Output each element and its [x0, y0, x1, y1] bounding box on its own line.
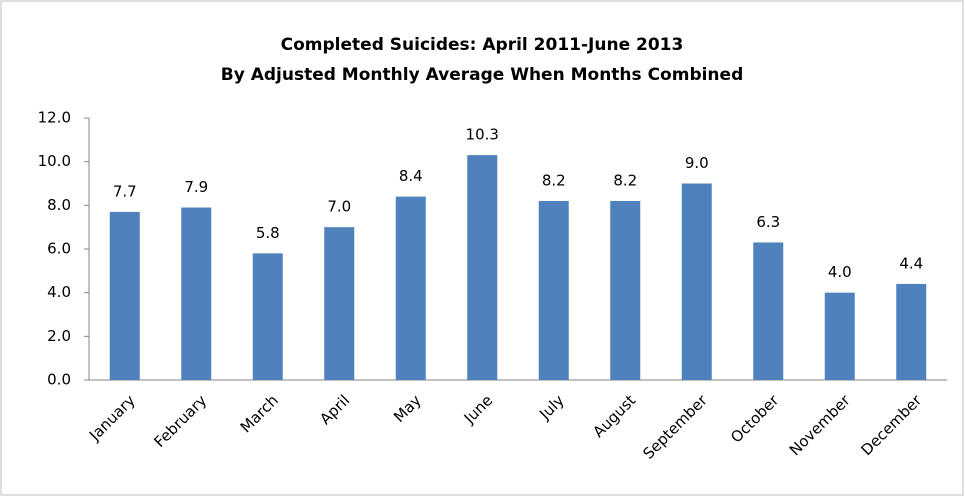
bar — [824, 292, 855, 380]
y-tick-label: 10.0 — [38, 152, 71, 170]
y-tick-label: 8.0 — [47, 196, 71, 214]
bar — [324, 227, 355, 380]
bar — [896, 283, 927, 380]
data-label: 8.2 — [613, 171, 637, 189]
data-label: 10.3 — [466, 126, 499, 144]
bar — [109, 211, 140, 380]
chart-subtitle: By Adjusted Monthly Average When Months … — [221, 65, 744, 85]
data-label: 7.9 — [184, 178, 208, 196]
bar — [467, 155, 498, 380]
y-tick-label: 6.0 — [47, 240, 71, 258]
bar — [753, 242, 784, 380]
chart-title: Completed Suicides: April 2011-June 2013 — [281, 35, 684, 55]
data-label: 6.3 — [756, 213, 780, 231]
y-tick-label: 2.0 — [47, 327, 71, 345]
data-label: 4.4 — [899, 254, 923, 272]
data-label: 8.2 — [542, 171, 566, 189]
data-label: 8.4 — [399, 167, 423, 185]
data-label: 5.8 — [256, 224, 280, 242]
bar — [610, 200, 641, 380]
data-label: 4.0 — [828, 263, 852, 281]
bar — [681, 183, 712, 380]
y-tick-label: 4.0 — [47, 283, 71, 301]
y-tick-label: 0.0 — [47, 371, 71, 389]
bar — [181, 207, 212, 380]
data-label: 7.7 — [113, 182, 137, 200]
bar — [252, 253, 283, 380]
y-tick-label: 12.0 — [38, 109, 71, 127]
data-label: 7.0 — [327, 198, 351, 216]
data-label: 9.0 — [685, 154, 709, 172]
bar — [538, 200, 569, 380]
bar — [395, 196, 426, 380]
